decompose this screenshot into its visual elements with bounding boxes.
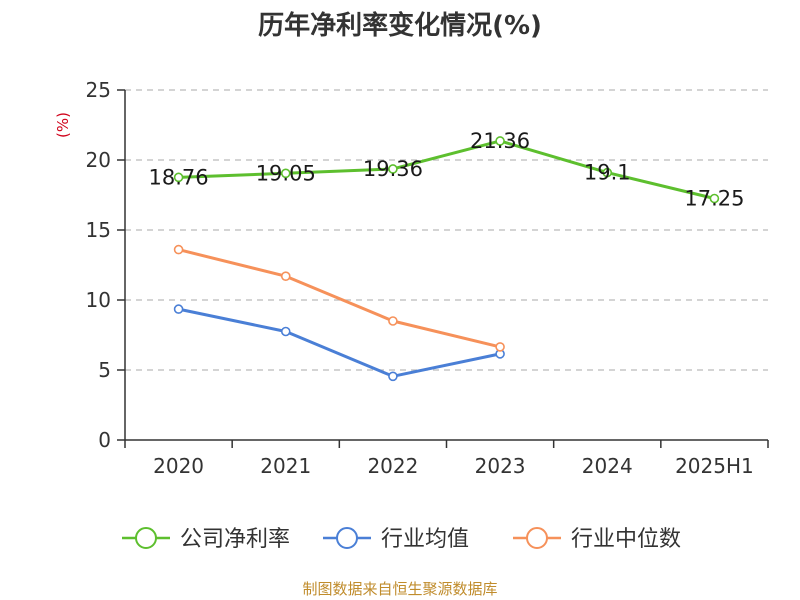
series-line <box>178 307 501 378</box>
data-point <box>602 167 613 178</box>
data-point <box>173 304 184 314</box>
legend-item[interactable]: 行业中位数 <box>513 527 681 552</box>
series-1 <box>173 304 505 382</box>
axes <box>117 89 769 448</box>
data-label: 18.76 <box>149 165 209 189</box>
x-tick-label: 2023 <box>475 454 526 478</box>
y-tick-label: 25 <box>86 78 111 102</box>
data-label: 19.1 <box>584 161 631 185</box>
data-point <box>173 172 184 183</box>
source-note: 制图数据来自恒生聚源数据库 <box>302 580 497 598</box>
data-point <box>709 193 720 204</box>
data-point <box>280 326 291 337</box>
legend-label: 行业中位数 <box>571 527 681 552</box>
y-tick-labels: 0 5 10 15 20 25 <box>86 78 111 452</box>
chart-title: 历年净利率变化情况(%) <box>258 10 542 41</box>
x-tick-labels: 2020 2021 2022 2023 2024 2025H1 <box>153 454 754 478</box>
gridlines <box>125 89 768 371</box>
legend-item[interactable]: 行业均值 <box>323 527 469 552</box>
y-tick-label: 15 <box>86 218 111 242</box>
y-tick-label: 0 <box>98 428 111 452</box>
y-tick-label: 5 <box>98 358 111 382</box>
x-tick-label: 2025H1 <box>675 454 754 478</box>
data-point <box>388 164 398 174</box>
x-tick-label: 2024 <box>582 454 633 478</box>
y-axis-unit: (%) <box>54 112 72 138</box>
series-line <box>178 139 715 200</box>
data-point <box>388 316 398 326</box>
data-point <box>173 244 184 255</box>
y-tick-label: 10 <box>86 288 111 312</box>
legend-marker <box>135 527 157 549</box>
legend-item[interactable]: 公司净利率 <box>122 527 290 552</box>
legend: 公司净利率 行业均值 行业中位数 <box>122 527 681 552</box>
series-0: 18.76 19.05 19.36 21.36 19.1 17.25 <box>149 129 745 211</box>
data-label: 19.36 <box>363 157 423 181</box>
data-point <box>495 342 505 352</box>
legend-marker <box>526 527 548 549</box>
legend-label: 行业均值 <box>381 527 469 552</box>
y-tick-label: 20 <box>86 148 111 172</box>
legend-marker <box>336 527 358 549</box>
legend-label: 公司净利率 <box>180 527 290 552</box>
x-tick-label: 2022 <box>367 454 418 478</box>
series-2 <box>173 244 505 352</box>
data-point <box>495 136 505 146</box>
series-line <box>178 248 501 349</box>
x-tick-label: 2020 <box>153 454 204 478</box>
data-point <box>280 271 291 282</box>
x-tick-label: 2021 <box>260 454 311 478</box>
data-label: 21.36 <box>470 129 530 153</box>
series-group: 18.76 19.05 19.36 21.36 19.1 17.25 <box>149 129 745 382</box>
data-point <box>280 168 291 179</box>
data-label: 17.25 <box>684 187 744 211</box>
data-point <box>388 371 398 382</box>
data-label: 19.05 <box>256 161 316 185</box>
